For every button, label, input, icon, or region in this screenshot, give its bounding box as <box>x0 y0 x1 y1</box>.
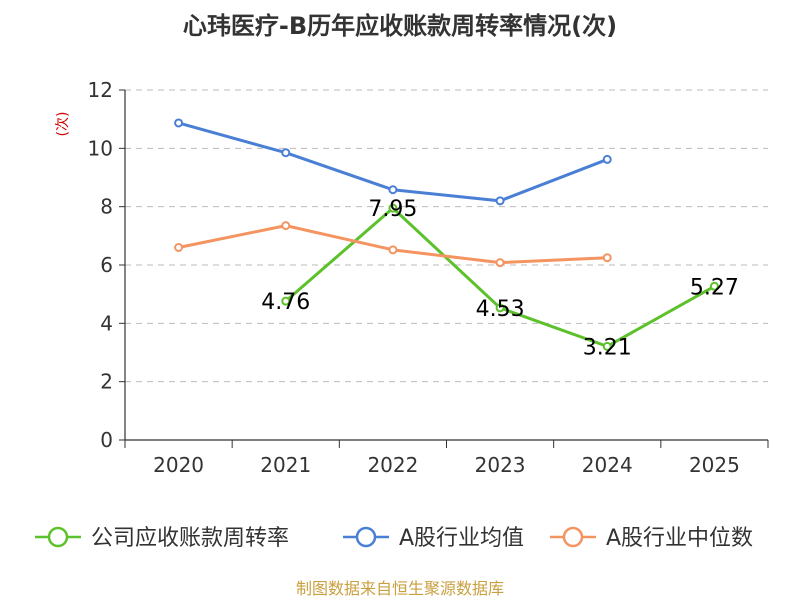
legend-label: A股行业中位数 <box>606 526 753 551</box>
series-line <box>284 206 716 348</box>
data-label: 4.53 <box>476 297 525 322</box>
legend-marker <box>47 526 69 548</box>
data-point[interactable] <box>281 296 291 306</box>
data-point[interactable] <box>495 196 505 206</box>
series-line <box>178 224 608 265</box>
legend-label: 公司应收账款周转率 <box>91 526 289 551</box>
data-point[interactable] <box>495 303 505 313</box>
y-tick-label: 4 <box>100 311 113 335</box>
y-axis-unit: (次) <box>55 112 71 137</box>
x-tick-label: 2021 <box>260 453 311 477</box>
data-label: 3.21 <box>583 335 632 360</box>
legend-item[interactable]: 公司应收账款周转率 <box>35 526 289 551</box>
legend-label: A股行业均值 <box>399 526 524 551</box>
data-label: 4.76 <box>261 290 310 315</box>
x-tick-label: 2020 <box>153 453 204 477</box>
grid-lines <box>125 89 768 383</box>
data-point[interactable] <box>174 118 184 128</box>
x-tick-label: 2025 <box>689 453 740 477</box>
data-label: 5.27 <box>690 275 739 300</box>
x-tick-label: 2024 <box>582 453 633 477</box>
data-point[interactable] <box>709 281 719 291</box>
source-note: 制图数据来自恒生聚源数据库 <box>296 579 504 598</box>
y-tick-label: 0 <box>100 428 113 452</box>
data-point[interactable] <box>174 243 184 252</box>
data-point[interactable] <box>602 341 612 351</box>
data-point[interactable] <box>602 253 612 263</box>
data-point[interactable] <box>281 221 291 231</box>
y-tick-label: 12 <box>88 78 113 102</box>
data-point[interactable] <box>602 154 612 164</box>
data-point[interactable] <box>281 148 291 158</box>
data-point[interactable] <box>388 185 398 195</box>
data-point[interactable] <box>388 203 398 213</box>
legend-item[interactable]: A股行业均值 <box>343 526 524 551</box>
data-point[interactable] <box>388 245 398 255</box>
x-tick-label: 2023 <box>475 453 526 477</box>
y-tick-label: 10 <box>88 136 113 160</box>
x-tick-label: 2022 <box>367 453 418 477</box>
y-tick-label: 2 <box>100 370 113 394</box>
axes: 0 2 4 6 8 10 12 2020 2021 2022 2023 2024 2025 <box>88 78 769 477</box>
chart-title: 心玮医疗-B历年应收账款周转率情况(次) <box>183 12 617 40</box>
legend-item[interactable]: A股行业中位数 <box>550 526 753 551</box>
legend-marker <box>355 526 377 548</box>
legend-marker <box>562 526 584 548</box>
data-label: 7.95 <box>368 197 417 222</box>
data-labels: 4.76 7.95 4.53 3.21 5.27 <box>261 197 739 360</box>
legend[interactable]: 公司应收账款周转率 A股行业均值 A股行业中位数 <box>35 526 753 551</box>
y-tick-label: 8 <box>100 195 113 219</box>
series <box>174 118 719 351</box>
y-tick-label: 6 <box>100 253 113 277</box>
data-point[interactable] <box>495 258 505 268</box>
